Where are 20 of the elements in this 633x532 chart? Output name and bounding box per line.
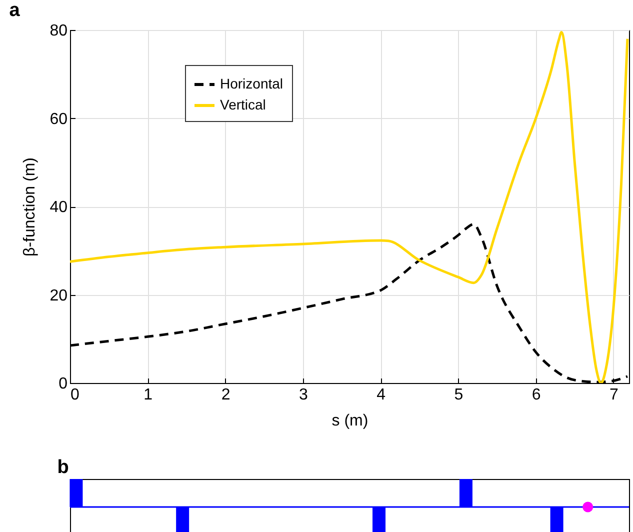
x-tick-label: 4 — [376, 386, 386, 404]
y-tick-label: 60 — [50, 110, 68, 128]
legend-label: Horizontal — [220, 76, 284, 92]
chart-title: b — [57, 457, 69, 478]
x-tick-label: 7 — [610, 386, 619, 404]
x-tick-label: 3 — [298, 386, 308, 404]
x-tick-label: 6 — [532, 386, 541, 404]
y-tick-label: 0 — [58, 376, 68, 392]
x-tick-label: 5 — [454, 386, 464, 404]
y-tick-label: 20 — [50, 287, 68, 304]
chart-title: a — [9, 0, 20, 21]
line-series — [70, 30, 629, 383]
x-tick-label: 0 — [70, 386, 80, 404]
legend-label: Vertical — [220, 96, 266, 112]
x-tick-label: 1 — [144, 386, 153, 404]
y-axis-title: β-function (m) — [22, 158, 39, 256]
x-tick-label: 2 — [221, 386, 230, 404]
y-tick-label: 80 — [50, 22, 68, 40]
x-axis-title: s (m) — [332, 412, 368, 430]
y-tick-label: 40 — [50, 199, 68, 216]
